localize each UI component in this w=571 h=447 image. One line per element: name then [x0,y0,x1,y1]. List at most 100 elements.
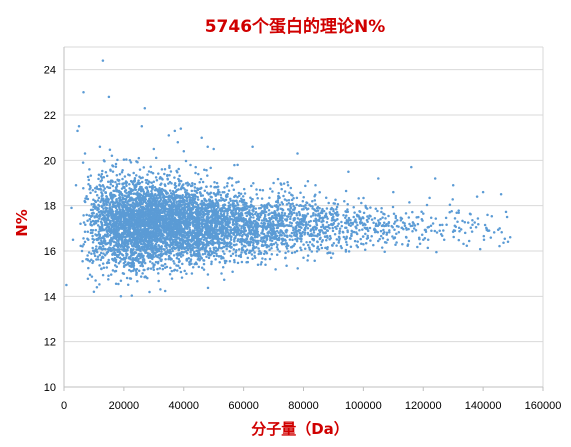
data-point [155,196,158,200]
data-point [132,198,136,201]
data-point [223,186,226,189]
data-point [239,214,242,218]
data-point [230,209,233,213]
data-point [455,211,458,214]
data-point [395,241,398,244]
data-point [89,220,93,224]
data-point [332,209,335,213]
data-point [256,232,260,236]
data-point [180,276,184,279]
data-point [184,159,188,163]
data-point [92,211,95,215]
data-point [120,187,124,190]
data-point [208,233,211,236]
data-point [141,194,145,197]
data-point [101,169,104,173]
data-point [426,246,430,250]
data-point [193,250,196,254]
data-point [243,206,246,209]
data-point [74,184,78,187]
data-point [190,232,194,235]
data-point [202,238,206,241]
data-point [79,222,82,226]
data-point [318,237,322,241]
data-point [197,172,200,176]
data-point [224,232,227,235]
data-point [366,234,369,238]
data-point [225,243,228,247]
data-point [261,205,264,208]
data-point [125,184,128,187]
data-point [173,268,177,272]
data-point [235,223,238,227]
data-point [276,201,280,204]
data-point [252,241,255,245]
data-point [325,220,329,224]
data-point [163,289,167,293]
data-point [258,224,262,228]
data-point [380,224,384,228]
data-point [322,231,325,235]
data-point [391,235,394,238]
data-point [214,231,218,234]
data-point [465,244,469,247]
data-point [134,258,137,262]
data-point [103,237,106,241]
data-point [220,238,224,242]
data-point [287,198,291,202]
data-point [259,263,263,266]
data-point [120,253,124,256]
data-point [361,228,364,231]
data-point [121,244,124,248]
data-point [178,266,182,270]
data-point [104,171,108,174]
data-point [467,239,471,243]
data-point [218,227,222,230]
data-point [165,246,168,250]
data-point [203,219,207,223]
data-point [179,270,183,274]
data-point [166,173,169,177]
data-point [244,229,248,232]
data-point [129,247,133,251]
data-point [345,214,348,217]
data-point [159,288,162,291]
data-point [109,239,113,243]
data-point [221,198,225,201]
data-point [87,182,90,186]
data-point [441,223,444,227]
data-point [199,177,203,181]
data-point [324,225,328,229]
data-point [92,205,95,209]
data-point [225,247,228,251]
data-point [140,125,144,128]
data-point [145,220,148,224]
data-point [154,255,158,258]
data-point [326,229,330,233]
data-point [272,216,276,220]
data-point [108,186,112,190]
data-point [136,238,139,241]
data-point [87,266,90,270]
data-point [140,180,144,184]
data-point [202,268,206,271]
data-point [280,187,283,191]
data-point [175,269,179,272]
data-point [442,238,446,241]
data-point [191,265,195,269]
data-point [280,183,283,186]
data-point [192,246,195,249]
data-point [462,242,465,246]
data-point [374,207,378,210]
data-point [289,203,292,206]
data-point [179,187,183,191]
data-point [183,195,187,199]
data-point [191,244,194,247]
data-point [476,217,480,220]
data-point [428,196,431,200]
data-point [188,206,191,209]
data-point [112,235,116,238]
data-point [325,239,328,242]
data-point [308,246,311,249]
data-point [196,203,200,207]
